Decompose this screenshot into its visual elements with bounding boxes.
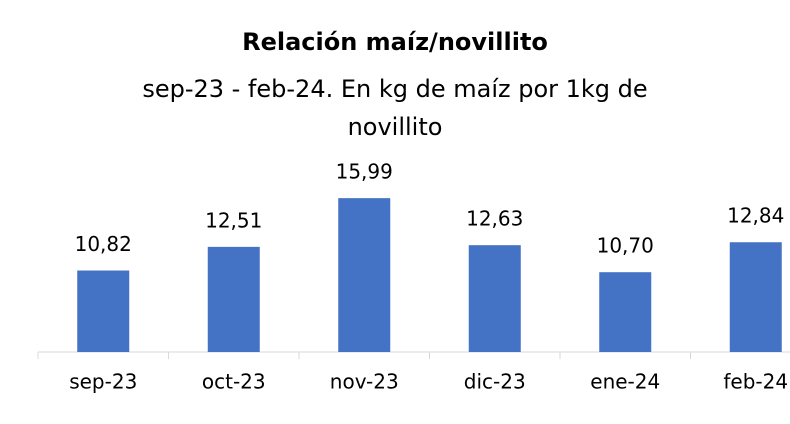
bar bbox=[207, 246, 260, 352]
chart-title: Relación maíz/novillito bbox=[242, 28, 548, 56]
x-tick-label: nov-23 bbox=[330, 370, 399, 394]
bar bbox=[338, 198, 391, 352]
bar bbox=[599, 272, 652, 352]
chart-subtitle: sep-23 - feb-24. En kg de maíz por 1kg d… bbox=[142, 75, 648, 141]
bar bbox=[729, 242, 782, 352]
value-label: 12,84 bbox=[727, 204, 784, 228]
x-tick-label: ene-24 bbox=[590, 370, 660, 394]
bar bbox=[77, 270, 130, 352]
value-label: 12,63 bbox=[466, 207, 523, 231]
x-tick-label: dic-23 bbox=[464, 370, 526, 394]
x-tick-label: oct-23 bbox=[202, 370, 266, 394]
value-label: 12,51 bbox=[205, 208, 262, 232]
value-label: 10,82 bbox=[75, 232, 132, 256]
x-tick-label: feb-24 bbox=[723, 370, 788, 394]
x-tick-label: sep-23 bbox=[69, 370, 137, 394]
value-label: 15,99 bbox=[336, 160, 393, 184]
bar bbox=[468, 245, 521, 352]
value-label: 10,70 bbox=[597, 234, 654, 258]
